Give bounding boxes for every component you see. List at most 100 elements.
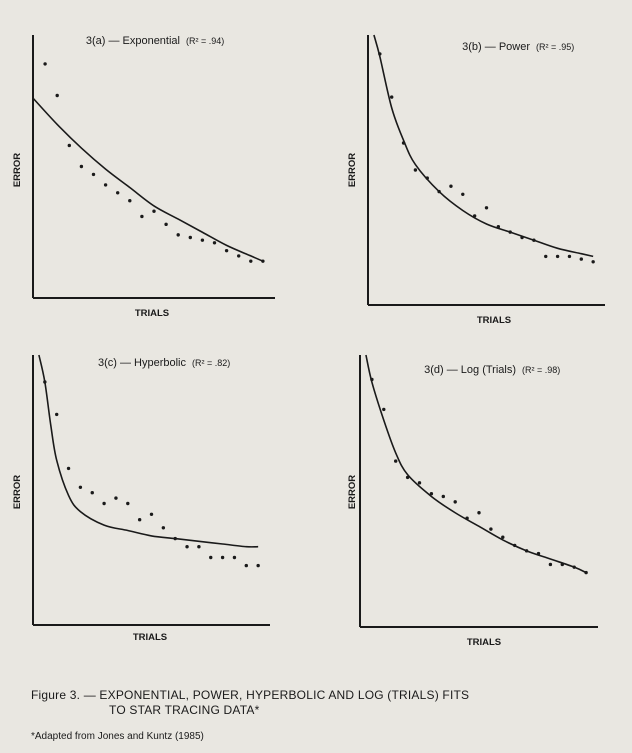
panel-b-data-point [555, 254, 560, 259]
panel-c-data-point [126, 501, 130, 506]
panel-c-data-point [256, 563, 260, 568]
panel-b-data-point [508, 230, 512, 234]
panel-d-data-point [501, 535, 505, 539]
panel-d-fit-curve [365, 354, 587, 574]
panel-d-y-label: ERROR [347, 475, 358, 509]
panel-d-data-point [453, 500, 457, 504]
panel-b-fit-curve [373, 34, 594, 258]
panel-c-data-point [161, 526, 166, 530]
panel-b-data-point [401, 141, 406, 145]
panel-a-data-point [67, 143, 72, 148]
panel-a-r2: (R² = .94) [186, 36, 224, 46]
panel-d-data-point [536, 551, 541, 556]
panel-b-data-point [567, 254, 572, 259]
panel-a-data-point [237, 254, 241, 258]
panel-a-data-point [103, 183, 108, 187]
panel-c-data-point [232, 555, 237, 560]
figure-caption: Figure 3. — EXPONENTIAL, POWER, HYPERBOL… [31, 688, 591, 718]
panel-b-data-point [425, 176, 429, 180]
panel-c-r2: (R² = .82) [192, 358, 230, 368]
panel-b-data-point [437, 189, 441, 194]
panel-b-data-point [520, 235, 524, 240]
panel-c-data-point [43, 380, 47, 384]
panel-d-data-point [441, 494, 445, 499]
panel-c-data-point [102, 501, 106, 506]
caption-line-2: TO STAR TRACING DATA* [109, 703, 260, 717]
panel-c-data-point [209, 555, 213, 560]
panel-a-data-point [224, 248, 229, 253]
panel-b-x-label: TRIALS [477, 315, 511, 326]
panel-a-data-point [91, 172, 96, 177]
panel-a-fit-curve [32, 97, 264, 262]
panel-b-data-point [472, 214, 477, 218]
panel-c-data-point [173, 536, 177, 541]
panel-a-data-point [152, 209, 156, 213]
panel-a-data-point [43, 62, 47, 66]
panel-a-data-point [79, 164, 84, 169]
panel-a-title: 3(a) — Exponential [86, 35, 180, 47]
panel-a-data-point [164, 222, 168, 227]
panel-d-title: 3(d) — Log (Trials) [424, 364, 516, 376]
panel-a-data-point [116, 191, 120, 195]
panel-a-data-point [188, 235, 192, 240]
panel-d-data-point [513, 543, 517, 548]
panel-c-data-point [90, 491, 94, 495]
panel-b-data-point [461, 192, 465, 196]
panel-d-data-point [382, 407, 386, 412]
panel-b-title: 3(b) — Power [462, 41, 530, 53]
panel-b-data-point [496, 225, 501, 229]
panel-a-data-point [249, 259, 253, 263]
panel-a-data-point [212, 241, 217, 245]
panel-d-data-point [405, 475, 410, 480]
panel-b-data-point [579, 257, 583, 261]
panel-c-data-point [55, 412, 59, 417]
panel-d-x-label: TRIALS [467, 637, 501, 648]
panel-c-data-point [197, 545, 201, 549]
panel-b-r2: (R² = .95) [536, 42, 574, 52]
panel-d-data-point [584, 570, 588, 575]
panel-a-data-point [128, 198, 132, 203]
panel-d-data-point [548, 562, 553, 567]
panel-c-y-label: ERROR [12, 475, 23, 509]
panel-a-data-point [261, 259, 265, 263]
panel-a-data-point [176, 233, 180, 237]
panel-c-title: 3(c) — Hyperbolic [98, 357, 187, 369]
panel-b-data-point [390, 95, 394, 99]
panel-d-data-point [477, 511, 481, 515]
panel-a-x-label: TRIALS [135, 308, 169, 319]
panel-d-data-point [524, 549, 529, 553]
panel-d-data-point [572, 565, 576, 569]
panel-d-data-point [417, 481, 422, 485]
panel-d-data-point [560, 562, 564, 567]
panel-c-x-label: TRIALS [133, 632, 167, 643]
panel-c-data-point [66, 466, 71, 471]
panel-c-data-point [114, 496, 118, 500]
panel-d-data-point [429, 492, 434, 496]
panel-d-data-point [394, 459, 398, 463]
panel-d-data-point [489, 527, 493, 531]
panel-d-data-point [370, 377, 374, 382]
panel-b-data-point [378, 52, 382, 56]
panel-c-data-point [220, 555, 225, 560]
panel-c-data-point [78, 485, 83, 489]
panel-c-fit-curve [38, 354, 259, 548]
panel-b-data-point [544, 254, 548, 259]
panel-b-data-point [532, 238, 536, 242]
charts-canvas: 3(a) — Exponential (R² = .94) TRIALS ERROR 3… [12, 34, 605, 648]
panel-a-data-point [200, 238, 205, 242]
footnote: *Adapted from Jones and Kuntz (1985) [31, 731, 204, 742]
panel-c-data-point [149, 512, 154, 516]
panel-a-data-point [140, 214, 144, 219]
panel-c-data-point [244, 563, 248, 568]
panel-d-data-point [465, 516, 469, 520]
panel-c-data-point [137, 518, 142, 522]
panel-b-data-point [413, 168, 418, 172]
panel-d-r2: (R² = .98) [522, 365, 560, 375]
panel-a-y-label: ERROR [12, 153, 23, 187]
panel-a-data-point [55, 93, 59, 98]
panel-b-data-point [591, 260, 595, 264]
caption-line-1: Figure 3. — EXPONENTIAL, POWER, HYPERBOL… [31, 688, 470, 702]
panel-c-data-point [185, 545, 189, 549]
panel-b-y-label: ERROR [347, 153, 358, 187]
